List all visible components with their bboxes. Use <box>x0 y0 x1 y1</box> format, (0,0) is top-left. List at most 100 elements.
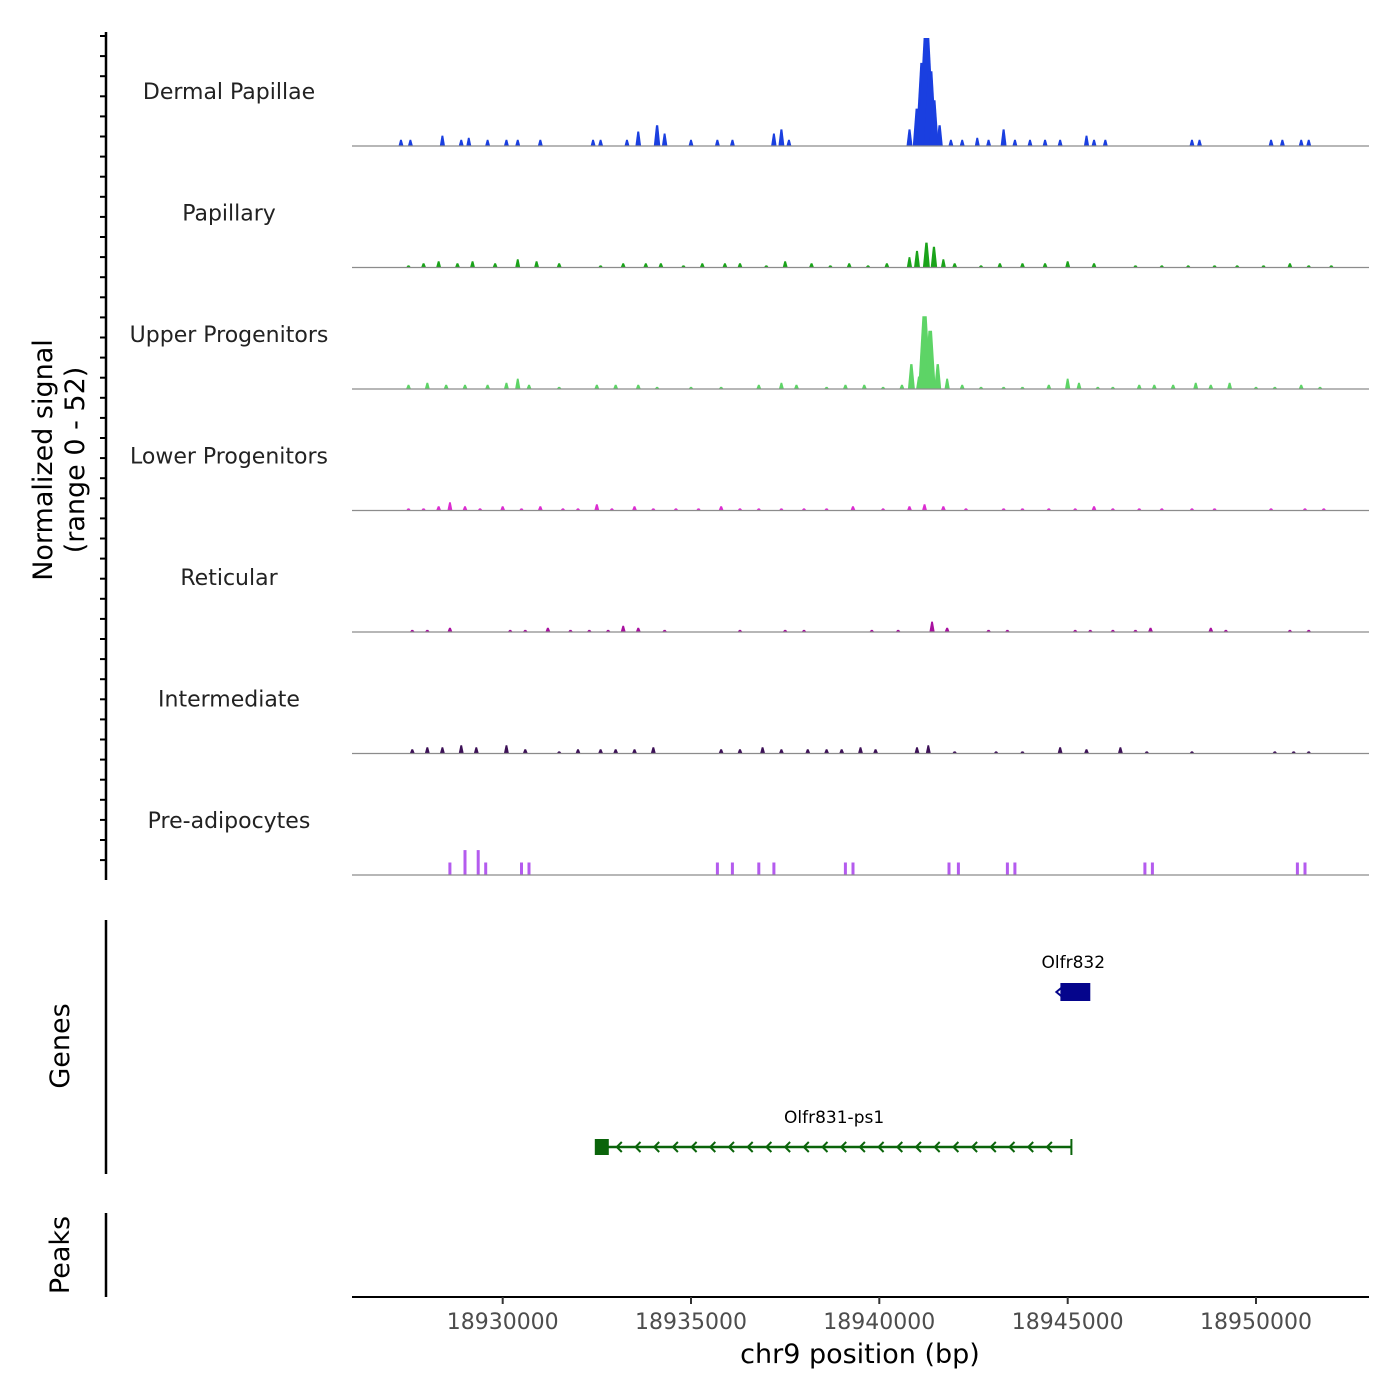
signal-peak <box>778 129 785 146</box>
gene-olfr832: Olfr832 <box>1042 953 1106 1001</box>
signal-peak <box>1091 139 1097 146</box>
signal-peak <box>997 263 1003 268</box>
signal-peak <box>650 747 656 754</box>
signal-peak <box>1012 139 1018 146</box>
signal-peak <box>925 745 931 754</box>
signal-peak <box>545 627 551 632</box>
signal-peak <box>1091 506 1097 511</box>
signal-peak <box>1268 139 1274 146</box>
strand-arrow <box>1045 1141 1053 1153</box>
signal-peak <box>537 506 543 511</box>
x-axis-ticks: 18930000 18935000 18940000 18945000 18950000 <box>447 1297 1312 1335</box>
signal-peak <box>515 378 521 389</box>
signal-peak <box>929 100 939 146</box>
gene-label: Olfr832 <box>1042 953 1106 973</box>
signal-peak <box>959 139 965 146</box>
signal-bar <box>1150 862 1154 875</box>
signal-peak <box>805 749 811 754</box>
y-axis-title-line2: (range 0 - 52) <box>60 367 91 554</box>
signal-peak <box>1197 139 1202 146</box>
signal-peak <box>537 139 543 146</box>
signal-peak <box>503 139 509 146</box>
x-tick-label: 18950000 <box>1200 1310 1312 1335</box>
signal-peak <box>653 125 661 146</box>
signal-peak <box>620 625 626 632</box>
signal-peak <box>929 621 935 632</box>
signal-peak <box>944 627 950 632</box>
signal-peak <box>598 749 604 754</box>
signal-bar <box>448 862 452 875</box>
strand-arrow <box>652 1141 660 1153</box>
signal-bar <box>1143 862 1147 875</box>
signal-peak <box>556 263 562 268</box>
signal-bar <box>843 862 847 875</box>
signal-peak <box>699 263 705 268</box>
strand-arrow <box>783 1141 791 1153</box>
signal-peak <box>906 257 913 268</box>
signal-peak <box>940 506 946 511</box>
signal-peak <box>959 384 965 389</box>
signal-peak <box>1208 627 1214 632</box>
signal-peak <box>737 263 743 268</box>
signal-peak <box>534 261 540 268</box>
signal-peak <box>786 139 792 146</box>
signal-peak <box>729 139 735 146</box>
signal-peak <box>443 384 449 389</box>
signal-peak <box>718 506 724 511</box>
signal-peak <box>406 384 411 389</box>
signal-peak <box>613 384 619 389</box>
track-intermediate: Intermediate <box>158 688 1369 755</box>
x-tick-label: 18930000 <box>447 1310 559 1335</box>
strand-arrow <box>877 1141 885 1153</box>
strand-arrow <box>802 1141 810 1153</box>
signal-peak <box>598 139 604 146</box>
track-papillary: Papillary <box>182 202 1369 269</box>
signal-peak <box>485 139 491 146</box>
strand-arrow <box>951 1141 960 1153</box>
signal-peak <box>1298 139 1304 146</box>
signal-peak <box>924 330 936 389</box>
track-dermal-papillae: Dermal Papillae <box>143 38 1369 147</box>
x-axis-title: chr9 position (bp) <box>740 1339 980 1370</box>
strand-arrow <box>727 1141 735 1153</box>
signal-peak <box>907 506 912 511</box>
signal-peak <box>922 242 930 268</box>
strand-arrow <box>914 1141 922 1153</box>
signal-peak <box>1091 263 1097 268</box>
x-tick-label: 18945000 <box>1012 1310 1124 1335</box>
signal-peak <box>398 139 404 146</box>
signal-peak <box>661 133 668 146</box>
signal-peak <box>1065 378 1071 389</box>
strand-arrow <box>746 1141 754 1153</box>
strand-arrow <box>989 1141 997 1153</box>
signal-peak <box>462 506 468 511</box>
signal-peak <box>850 506 856 511</box>
signal-peak <box>778 749 784 754</box>
signal-peak <box>1193 382 1199 389</box>
track-pre-adipocytes: Pre-adipocytes <box>148 809 1369 876</box>
signal-bar <box>527 862 531 875</box>
signal-peak <box>861 384 867 389</box>
signal-peak <box>846 263 852 268</box>
gene-exon <box>594 1139 609 1155</box>
signal-peak <box>1065 261 1071 268</box>
signal-peak <box>632 749 637 754</box>
signal-peak <box>922 504 927 511</box>
signal-peak <box>515 139 521 146</box>
signal-bar <box>715 862 719 875</box>
signal-bar <box>1303 862 1307 875</box>
signal-peak <box>466 137 472 146</box>
signal-peak <box>1027 139 1033 146</box>
signal-peak <box>1227 382 1233 389</box>
signal-bar <box>1013 862 1017 875</box>
signal-peak <box>522 749 528 754</box>
signal-peak <box>1298 384 1304 389</box>
track-label: Intermediate <box>158 688 300 713</box>
signal-peak <box>858 747 863 754</box>
signal-peak <box>515 259 521 268</box>
track-label: Lower Progenitors <box>130 445 328 470</box>
signal-peak <box>914 250 920 268</box>
signal-peak <box>688 139 694 146</box>
signal-peak <box>613 749 619 754</box>
